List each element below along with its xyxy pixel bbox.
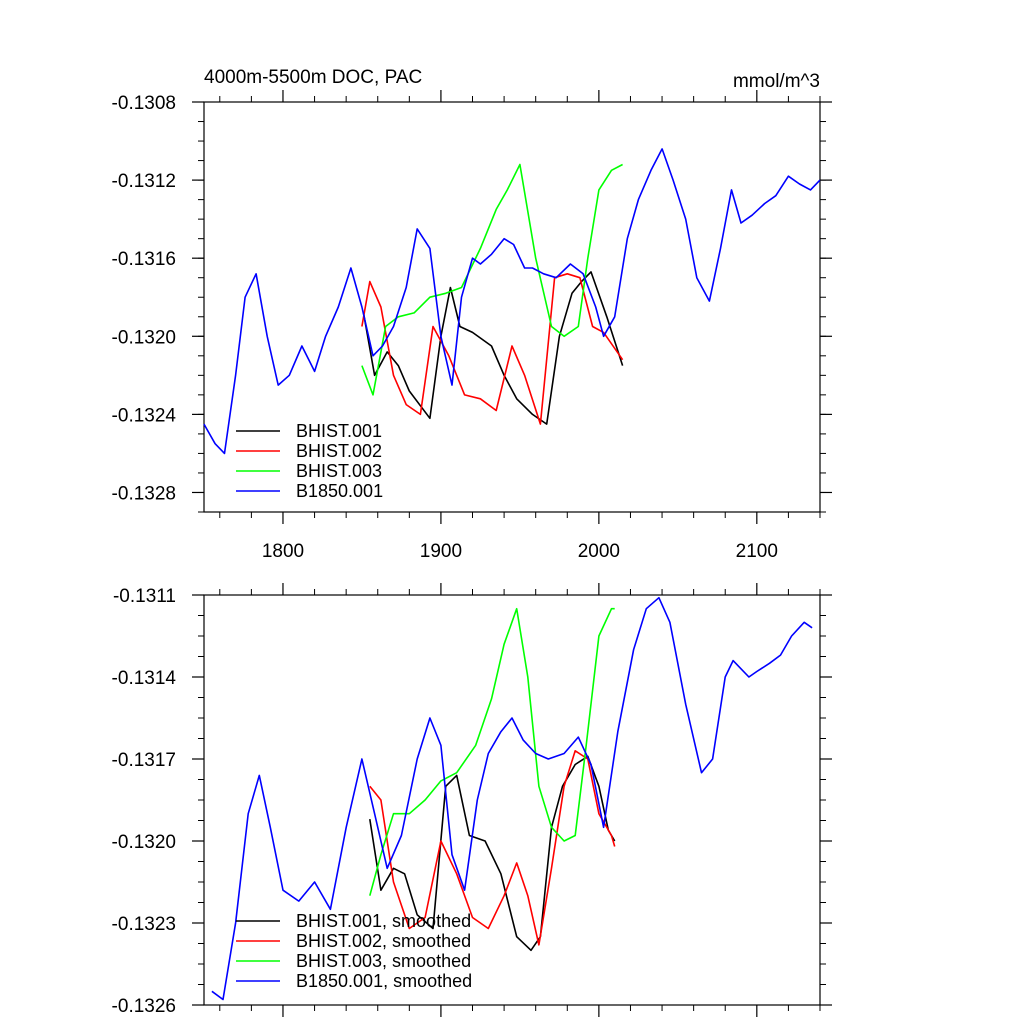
legend-label-b1850-001: B1850.001 xyxy=(296,481,383,501)
top-ytick-label-2: -0.1316 xyxy=(112,249,176,270)
top-ytick-label-1: -0.1312 xyxy=(112,171,176,192)
top-axes-group: 1800 1900 2000 2100 -0.1308 -0.1312 -0.1316 -0.… xyxy=(112,90,832,562)
top-chart-units: mmol/m^3 xyxy=(733,71,820,92)
bottom-series-line-2 xyxy=(369,607,615,896)
top-xtick-label-2: 2000 xyxy=(578,541,620,562)
top-plot-frame xyxy=(203,101,821,513)
bottom-series-line-0 xyxy=(369,755,616,952)
bottom-series-line-1 xyxy=(369,750,616,946)
top-legend: BHIST.001 BHIST.002 BHIST.003 B1850.001 xyxy=(236,421,383,501)
top-chart-title: 4000m-5500m DOC, PAC xyxy=(204,67,422,88)
top-series-line-1 xyxy=(361,273,624,425)
legend-label-bhist-001-smoothed: BHIST.001, smoothed xyxy=(296,911,471,931)
legend-label-bhist-001: BHIST.001 xyxy=(296,421,382,441)
top-ytick-label-4: -0.1324 xyxy=(112,405,177,426)
top-xtick-label-3: 2100 xyxy=(736,541,778,562)
top-series-group xyxy=(203,148,821,455)
top-ytick-label-3: -0.1320 xyxy=(112,327,176,348)
legend-label-bhist-003-smoothed: BHIST.003, smoothed xyxy=(296,951,471,971)
legend-label-b1850-001-smoothed: B1850.001, smoothed xyxy=(296,971,472,991)
bottom-series-group xyxy=(211,596,813,1001)
top-ytick-label-0: -0.1308 xyxy=(112,93,176,114)
legend-label-bhist-002-smoothed: BHIST.002, smoothed xyxy=(296,931,471,951)
top-series-line-0 xyxy=(362,271,624,425)
top-series-line-3 xyxy=(203,148,821,455)
bottom-ytick-label-2: -0.1317 xyxy=(112,750,176,771)
legend-label-bhist-002: BHIST.002 xyxy=(296,441,382,461)
bottom-panel: -0.1311 -0.1314 -0.1317 -0.1320 -0.1323 -0.13… xyxy=(112,583,832,1017)
top-xtick-label-0: 1800 xyxy=(262,541,304,562)
bottom-legend: BHIST.001, smoothed BHIST.002, smoothed … xyxy=(236,911,472,991)
bottom-axes-group: -0.1311 -0.1314 -0.1317 -0.1320 -0.1323 -0.13… xyxy=(112,583,832,1017)
top-ytick-label-5: -0.1328 xyxy=(112,483,176,504)
legend-label-bhist-003: BHIST.003 xyxy=(296,461,382,481)
bottom-series-line-3 xyxy=(211,596,813,1001)
bottom-ytick-label-3: -0.1320 xyxy=(112,832,176,853)
bottom-ytick-label-1: -0.1314 xyxy=(112,668,177,689)
top-series-line-2 xyxy=(361,163,623,396)
bottom-ytick-label-4: -0.1323 xyxy=(112,914,176,935)
bottom-ytick-label-5: -0.1326 xyxy=(112,996,176,1017)
bottom-ytick-label-0: -0.1311 xyxy=(113,586,176,607)
top-panel: 4000m-5500m DOC, PAC mmol/m^3 1800 1900 20… xyxy=(112,67,832,562)
top-xtick-label-1: 1900 xyxy=(420,541,462,562)
